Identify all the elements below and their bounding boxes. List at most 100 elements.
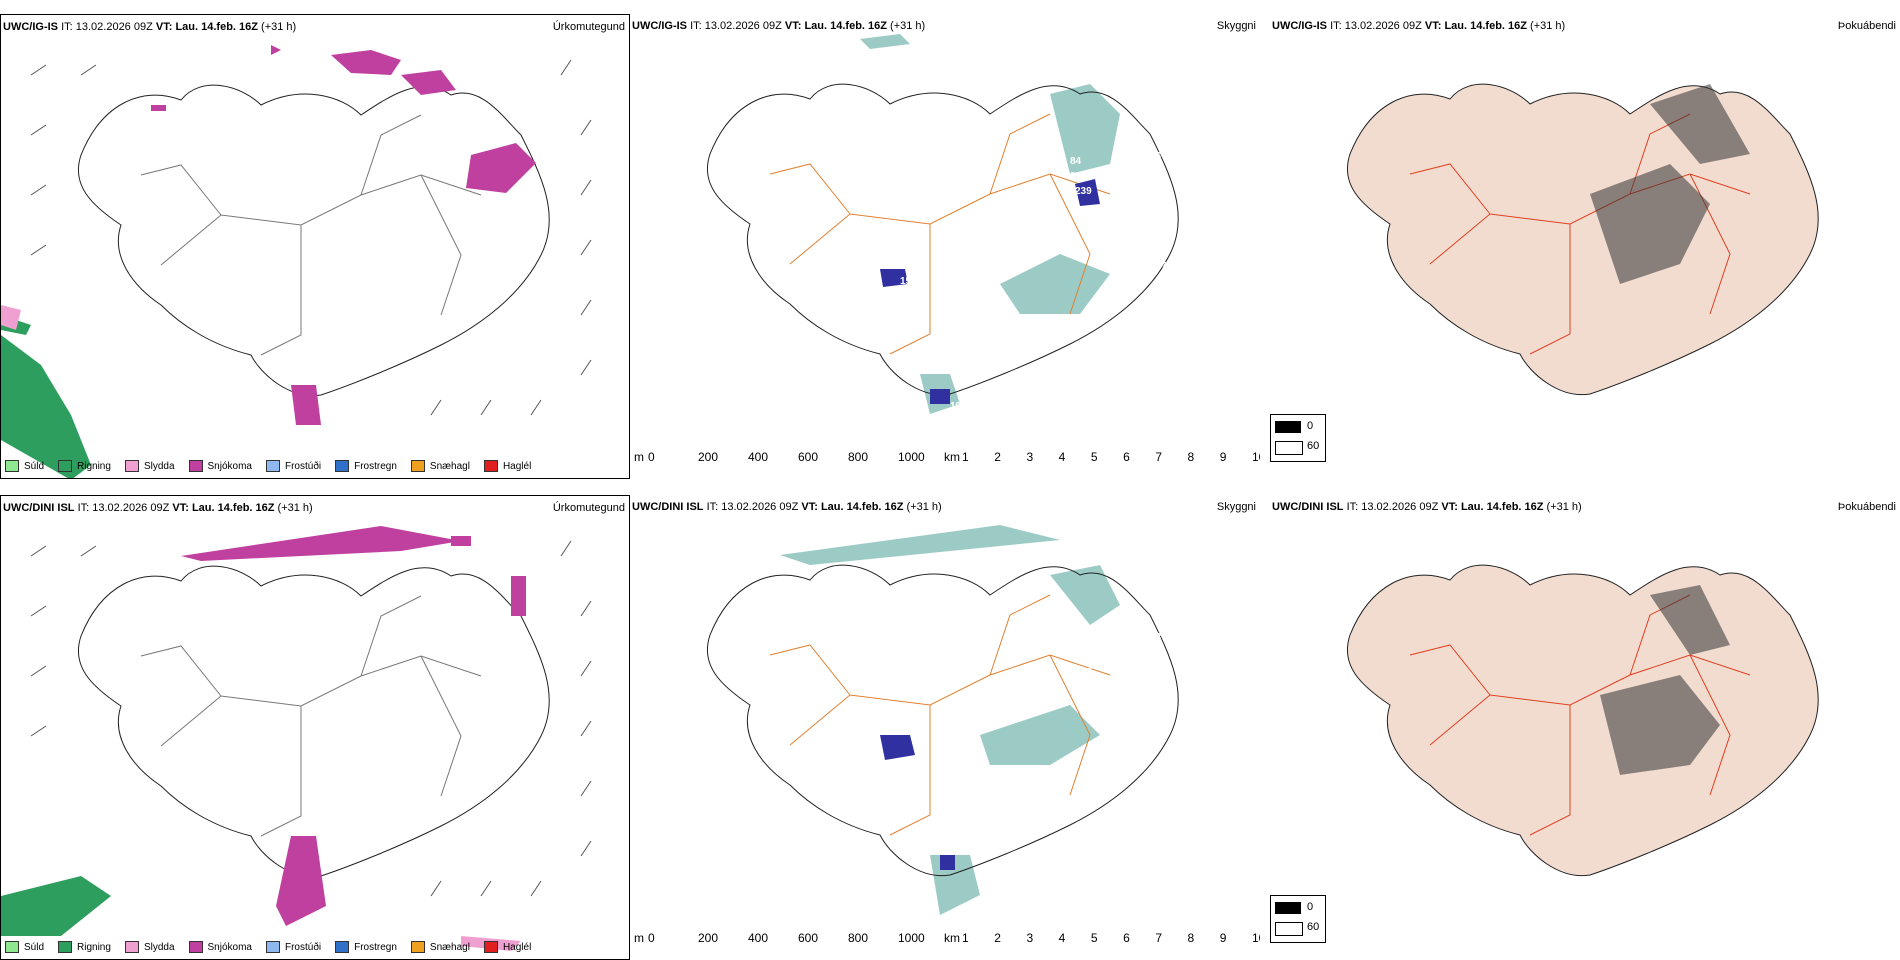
legend-label: Snjókoma xyxy=(207,941,252,953)
legend-label: Frostregn xyxy=(354,460,397,472)
cloud-base-value: 186 xyxy=(1120,276,1137,287)
cloud-map: 50 294 137 13 565 13 294 56 xyxy=(706,525,1179,915)
legend-label: Frostregn xyxy=(354,941,397,953)
legend-label: Frostúði xyxy=(284,460,322,472)
panel-header: UWC/IG-IS IT: 13.02.2026 09Z VT: Lau. 14… xyxy=(1272,20,1566,32)
visibility-unit: km xyxy=(944,931,960,945)
fog-key-bottom: 0 60 xyxy=(1270,895,1326,943)
legend-label: Haglél xyxy=(502,460,532,472)
scale-tick: 800 xyxy=(848,450,869,464)
cloud-base-unit: m xyxy=(634,931,644,945)
cloud-base-value: 270 xyxy=(1110,291,1127,302)
cloud-base-panel-bottom: UWC/DINI ISL IT: 13.02.2026 09Z VT: Lau.… xyxy=(630,495,1260,960)
scale-tick: 5 xyxy=(1090,450,1098,464)
legend-item: Frostúði xyxy=(265,941,322,953)
cloud-base-value: 84 xyxy=(1070,156,1082,167)
scale-tick: 9 xyxy=(1219,931,1227,945)
fog-panel-bottom: UWC/DINI ISL IT: 13.02.2026 09Z VT: Lau.… xyxy=(1270,495,1900,960)
legend-item: Súld xyxy=(5,460,44,472)
scale-tick: 800 xyxy=(848,931,869,945)
legend-label: Frostúði xyxy=(284,941,322,953)
cloud-base-value: 86 xyxy=(1150,151,1162,162)
panel-header: UWC/DINI ISL IT: 13.02.2026 09Z VT: Lau.… xyxy=(1272,501,1582,513)
cloud-base-value: 145 xyxy=(1085,206,1102,217)
scale-tick: 200 xyxy=(698,450,719,464)
snow-area xyxy=(181,526,526,926)
low-visibility xyxy=(860,34,1120,414)
cloud-base-value: 13 xyxy=(1085,687,1097,698)
legend-label: Súld xyxy=(24,941,45,953)
panel-header: UWC/IG-IS IT: 13.02.2026 09Z VT: Lau. 14… xyxy=(3,21,297,33)
panel-title: Þokuábendi xyxy=(1837,501,1896,513)
scale-tick: 3 xyxy=(1026,931,1034,945)
cloud-base-value: 338 xyxy=(1105,211,1122,222)
cloud-base-value: 137 xyxy=(1075,667,1092,678)
cloud-base-value: 50 xyxy=(1070,637,1082,648)
scale-tick: 8 xyxy=(1187,931,1195,945)
legend-swatch xyxy=(58,941,73,953)
cloud-base-value: 239 xyxy=(1075,186,1092,197)
rain-area xyxy=(1,315,91,478)
scale-tick: 10 xyxy=(1252,931,1260,945)
legend-item: Frostregn xyxy=(335,460,397,472)
legend-item: Snjókoma xyxy=(188,941,252,953)
scale-tick: 6 xyxy=(1123,450,1130,464)
fog-map xyxy=(1346,83,1819,396)
scale-tick: 9 xyxy=(1219,450,1227,464)
panel-title: Skyggni xyxy=(1216,501,1256,513)
legend-swatch xyxy=(335,941,350,953)
cloud-base-value: 118 xyxy=(1070,316,1087,327)
legend-swatch xyxy=(188,941,203,953)
legend-item: Frostregn xyxy=(335,941,397,953)
legend-label: Slydda xyxy=(143,941,175,953)
legend-swatch xyxy=(483,460,498,472)
scale-tick: 2 xyxy=(994,450,1001,464)
cloud-base-value: 294 xyxy=(1070,652,1087,663)
legend-item: Haglél xyxy=(483,460,532,472)
legend-label: Slydda xyxy=(143,460,175,472)
panel-header: UWC/IG-IS IT: 13.02.2026 09Z VT: Lau. 14… xyxy=(632,20,926,32)
fog-map xyxy=(1346,564,1819,877)
panel-title: Þokuábendi xyxy=(1837,20,1896,32)
legend-swatch xyxy=(124,941,139,953)
panel-title: Úrkomutegund xyxy=(552,502,625,514)
legend-swatch xyxy=(265,460,280,472)
legend-label: Snæhagl xyxy=(429,460,470,472)
cloud-base-value: 294 xyxy=(900,757,917,768)
precip-type-panel-top: UWC/IG-IS IT: 13.02.2026 09Z VT: Lau. 14… xyxy=(0,14,630,479)
legend-label: Rigning xyxy=(77,941,111,953)
legend-label: Snæhagl xyxy=(429,941,470,953)
sleet-area xyxy=(1,305,21,330)
panel-header: UWC/DINI ISL IT: 13.02.2026 09Z VT: Lau.… xyxy=(3,502,313,514)
panel-header: UWC/DINI ISL IT: 13.02.2026 09Z VT: Lau.… xyxy=(632,501,942,513)
cloud-base-value: 167 xyxy=(1150,261,1167,272)
legend-label: Rigning xyxy=(77,460,111,472)
legend-swatch xyxy=(5,941,19,953)
cloud-base-value: 157 xyxy=(900,276,917,287)
scale-tick: 4 xyxy=(1058,931,1066,945)
legend-swatch xyxy=(188,460,203,472)
legend-swatch xyxy=(335,460,350,472)
legend-label: Súld xyxy=(24,460,45,472)
legend-swatch xyxy=(410,941,425,953)
scale-tick: 1 xyxy=(962,450,969,464)
legend-item: Rigning xyxy=(58,460,111,472)
visibility-unit: km xyxy=(944,450,960,464)
scale-tick: 2 xyxy=(994,931,1001,945)
low-visibility xyxy=(780,525,1120,915)
scale-tick: 3 xyxy=(1026,450,1034,464)
cloud-base-unit: m xyxy=(634,450,644,464)
legend-label: Haglél xyxy=(502,941,532,953)
legend-item: Frostúði xyxy=(265,460,322,472)
fog-area xyxy=(1590,84,1750,284)
precip-type-panel-bottom: UWC/DINI ISL IT: 13.02.2026 09Z VT: Lau.… xyxy=(0,495,630,960)
scale-tick: 1000 xyxy=(898,450,925,464)
legend-item: Snjókoma xyxy=(188,460,252,472)
cloud-base-value: 29 xyxy=(1070,171,1082,182)
legend-item: Snæhagl xyxy=(410,941,470,953)
scale-tick: 7 xyxy=(1155,450,1163,464)
legend-item: Rigning xyxy=(58,941,111,953)
scale-tick: 10 xyxy=(1252,450,1260,464)
legend-swatch xyxy=(483,941,498,953)
legend-item: Haglél xyxy=(483,941,532,953)
